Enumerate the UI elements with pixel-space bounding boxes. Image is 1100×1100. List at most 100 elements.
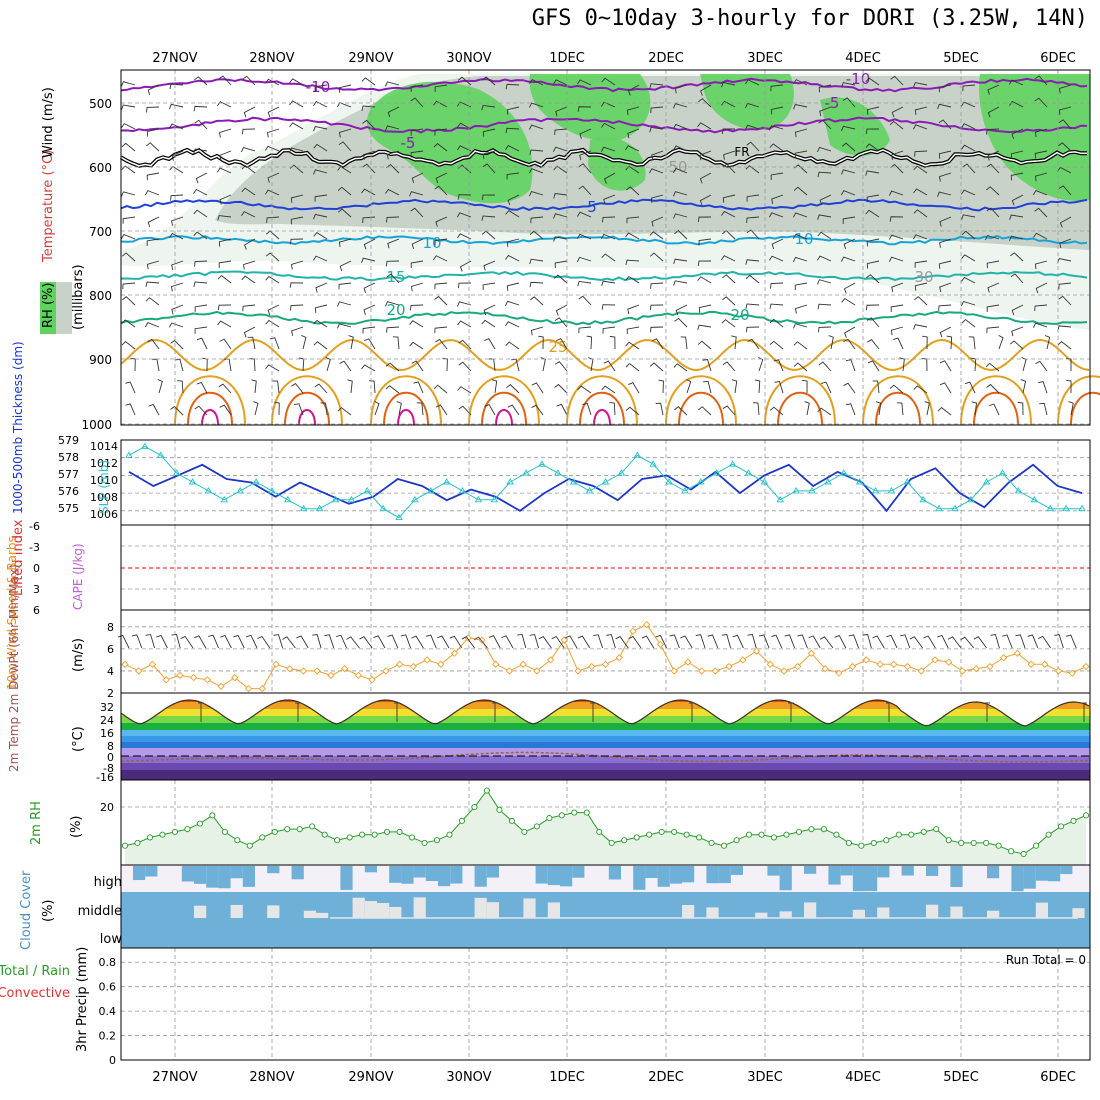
slp-point-31: [617, 469, 626, 476]
upper-wind-barb-171: [386, 163, 400, 174]
upper-wind-barb-413: [434, 295, 448, 306]
upper-wind-barb-477: [1011, 326, 1024, 337]
upper-wind-barb-5: [242, 75, 256, 86]
upper-wind-barb-584: [703, 380, 712, 394]
lifted-ylabel: Lifted Index: [11, 519, 26, 596]
slp-point-19: [426, 487, 435, 494]
slp-point-28: [569, 478, 578, 485]
upper-wind-barb-556: [985, 362, 1000, 372]
wind10m-point-31: [546, 656, 555, 664]
wind10m-point-64: [999, 654, 1008, 662]
upper-wind-barb-27: [770, 84, 784, 92]
upper-wind-barb-358: [1034, 260, 1048, 270]
rh2m-point-44: [671, 828, 678, 835]
upper-wind-barb-563: [196, 381, 208, 394]
upper-wind-barb-59: [577, 106, 592, 112]
wind10m-point-35: [601, 660, 610, 668]
rh-green-1: [366, 81, 533, 204]
upper-wind-barb-351: [866, 260, 880, 269]
temp-band-8: [121, 716, 1090, 723]
slp-tick-1: 1012: [90, 457, 118, 470]
slp-point-29: [585, 487, 594, 494]
upper-wind-barb-232: [888, 190, 904, 196]
upper-wind-barb-554: [939, 360, 952, 372]
cloud-high-bar-4: [181, 866, 194, 882]
upper-wind-barb-469: [818, 326, 832, 333]
wind10m-point-22: [423, 656, 431, 664]
bl-lobe-magenta-3: [495, 409, 513, 426]
upper-wind-barb-206: [264, 189, 280, 196]
upper-wind-barb-600: [125, 403, 136, 416]
upper-wind-barb-618: [556, 403, 568, 416]
upper-wind-barb-363: [193, 281, 208, 287]
upper-wind-barb-291: [387, 238, 400, 249]
upper-wind-barb-544: [702, 359, 712, 372]
upper-wind-barb-543: [673, 363, 688, 372]
contour-10: [120, 234, 1088, 246]
upper-wind-barb-504: [697, 340, 712, 350]
cloud-high-bar-1: [145, 866, 158, 877]
contour-label-5: 5: [587, 198, 597, 216]
upper-wind-barb-449: [337, 323, 352, 329]
upper-wind-barb-280: [120, 233, 136, 240]
slp-point-54: [982, 478, 991, 485]
upper-wind-barb-211: [385, 188, 400, 196]
top-date-label-5: 2DEC: [648, 51, 684, 66]
precip-tick-2: 0.4: [99, 1005, 117, 1018]
wind10m-barb-40: [628, 635, 642, 649]
upper-wind-barb-515: [968, 336, 976, 350]
bottom-date-label-0: 27NOV: [152, 1070, 197, 1085]
upper-wind-barb-140: [600, 146, 616, 152]
upper-wind-barb-227: [771, 194, 784, 205]
upper-wind-barb-237: [1011, 194, 1024, 206]
upper-wind-barb-123: [193, 148, 208, 154]
rh-green-5: [979, 74, 1090, 201]
rh2m-point-33: [533, 823, 540, 830]
cloud-middle-gap-70: [987, 910, 1000, 918]
slp-point-52: [951, 504, 959, 512]
upper-ylabel-rh: RH (%): [41, 283, 56, 328]
upper-wind-barb-596: [986, 383, 1000, 394]
upper-wind-barb-71: [866, 106, 880, 115]
upper-wind-barb-147: [769, 143, 784, 152]
cloud-high-bar-36: [572, 866, 585, 878]
wind10m-point-58: [917, 667, 925, 675]
cloud-high-bar-72: [1011, 866, 1024, 892]
cloud-high-bar-65: [926, 866, 939, 876]
upper-wind-barb-302: [649, 231, 664, 240]
slp-point-56: [1014, 487, 1023, 494]
upper-wind-barb-416: [504, 300, 520, 306]
slp-point-48: [887, 487, 896, 494]
upper-wind-barb-87: [289, 122, 304, 130]
upper-wind-barb-353: [914, 260, 928, 268]
upper-wind-barb-452: [409, 320, 424, 328]
rh2m-point-41: [633, 834, 640, 841]
bottom-date-label-6: 3DEC: [747, 1070, 783, 1085]
cloud-high-bar-17: [340, 866, 353, 890]
slp-point-49: [903, 478, 912, 485]
rh2m-point-31: [508, 817, 515, 824]
upper-wind-barb-459: [578, 326, 592, 334]
upper-wind-barb-496: [505, 341, 520, 350]
cloud-high-bar-23: [413, 866, 426, 878]
rh2m-point-65: [933, 826, 940, 833]
pressure-tick-3: 800: [89, 289, 112, 303]
upper-wind-barb-182: [648, 168, 664, 174]
upper-wind-barb-598: [1038, 381, 1048, 394]
bl-lobe-red-4: [579, 391, 625, 426]
upper-wind-barb-284: [218, 238, 232, 247]
upper-wind-barb-472: [890, 326, 904, 336]
dewpoint-line: [120, 751, 1090, 763]
upper-wind-barb-445: [243, 326, 256, 338]
upper-wind-barb-471: [866, 317, 880, 328]
upper-wind-barb-561: [157, 379, 163, 394]
cloud-unit: (%): [41, 900, 56, 923]
upper-wind-barb-508: [793, 341, 808, 350]
cloud-high-bar-41: [633, 866, 646, 890]
wind10m-barb-44: [680, 635, 693, 649]
upper-wind-barb-48: [313, 101, 328, 108]
upper-wind-barb-307: [771, 238, 784, 250]
upper-wind-barb-310: [843, 238, 856, 250]
bl-lobe-magenta-4: [593, 409, 611, 426]
upper-wind-barb-16: [505, 83, 520, 90]
